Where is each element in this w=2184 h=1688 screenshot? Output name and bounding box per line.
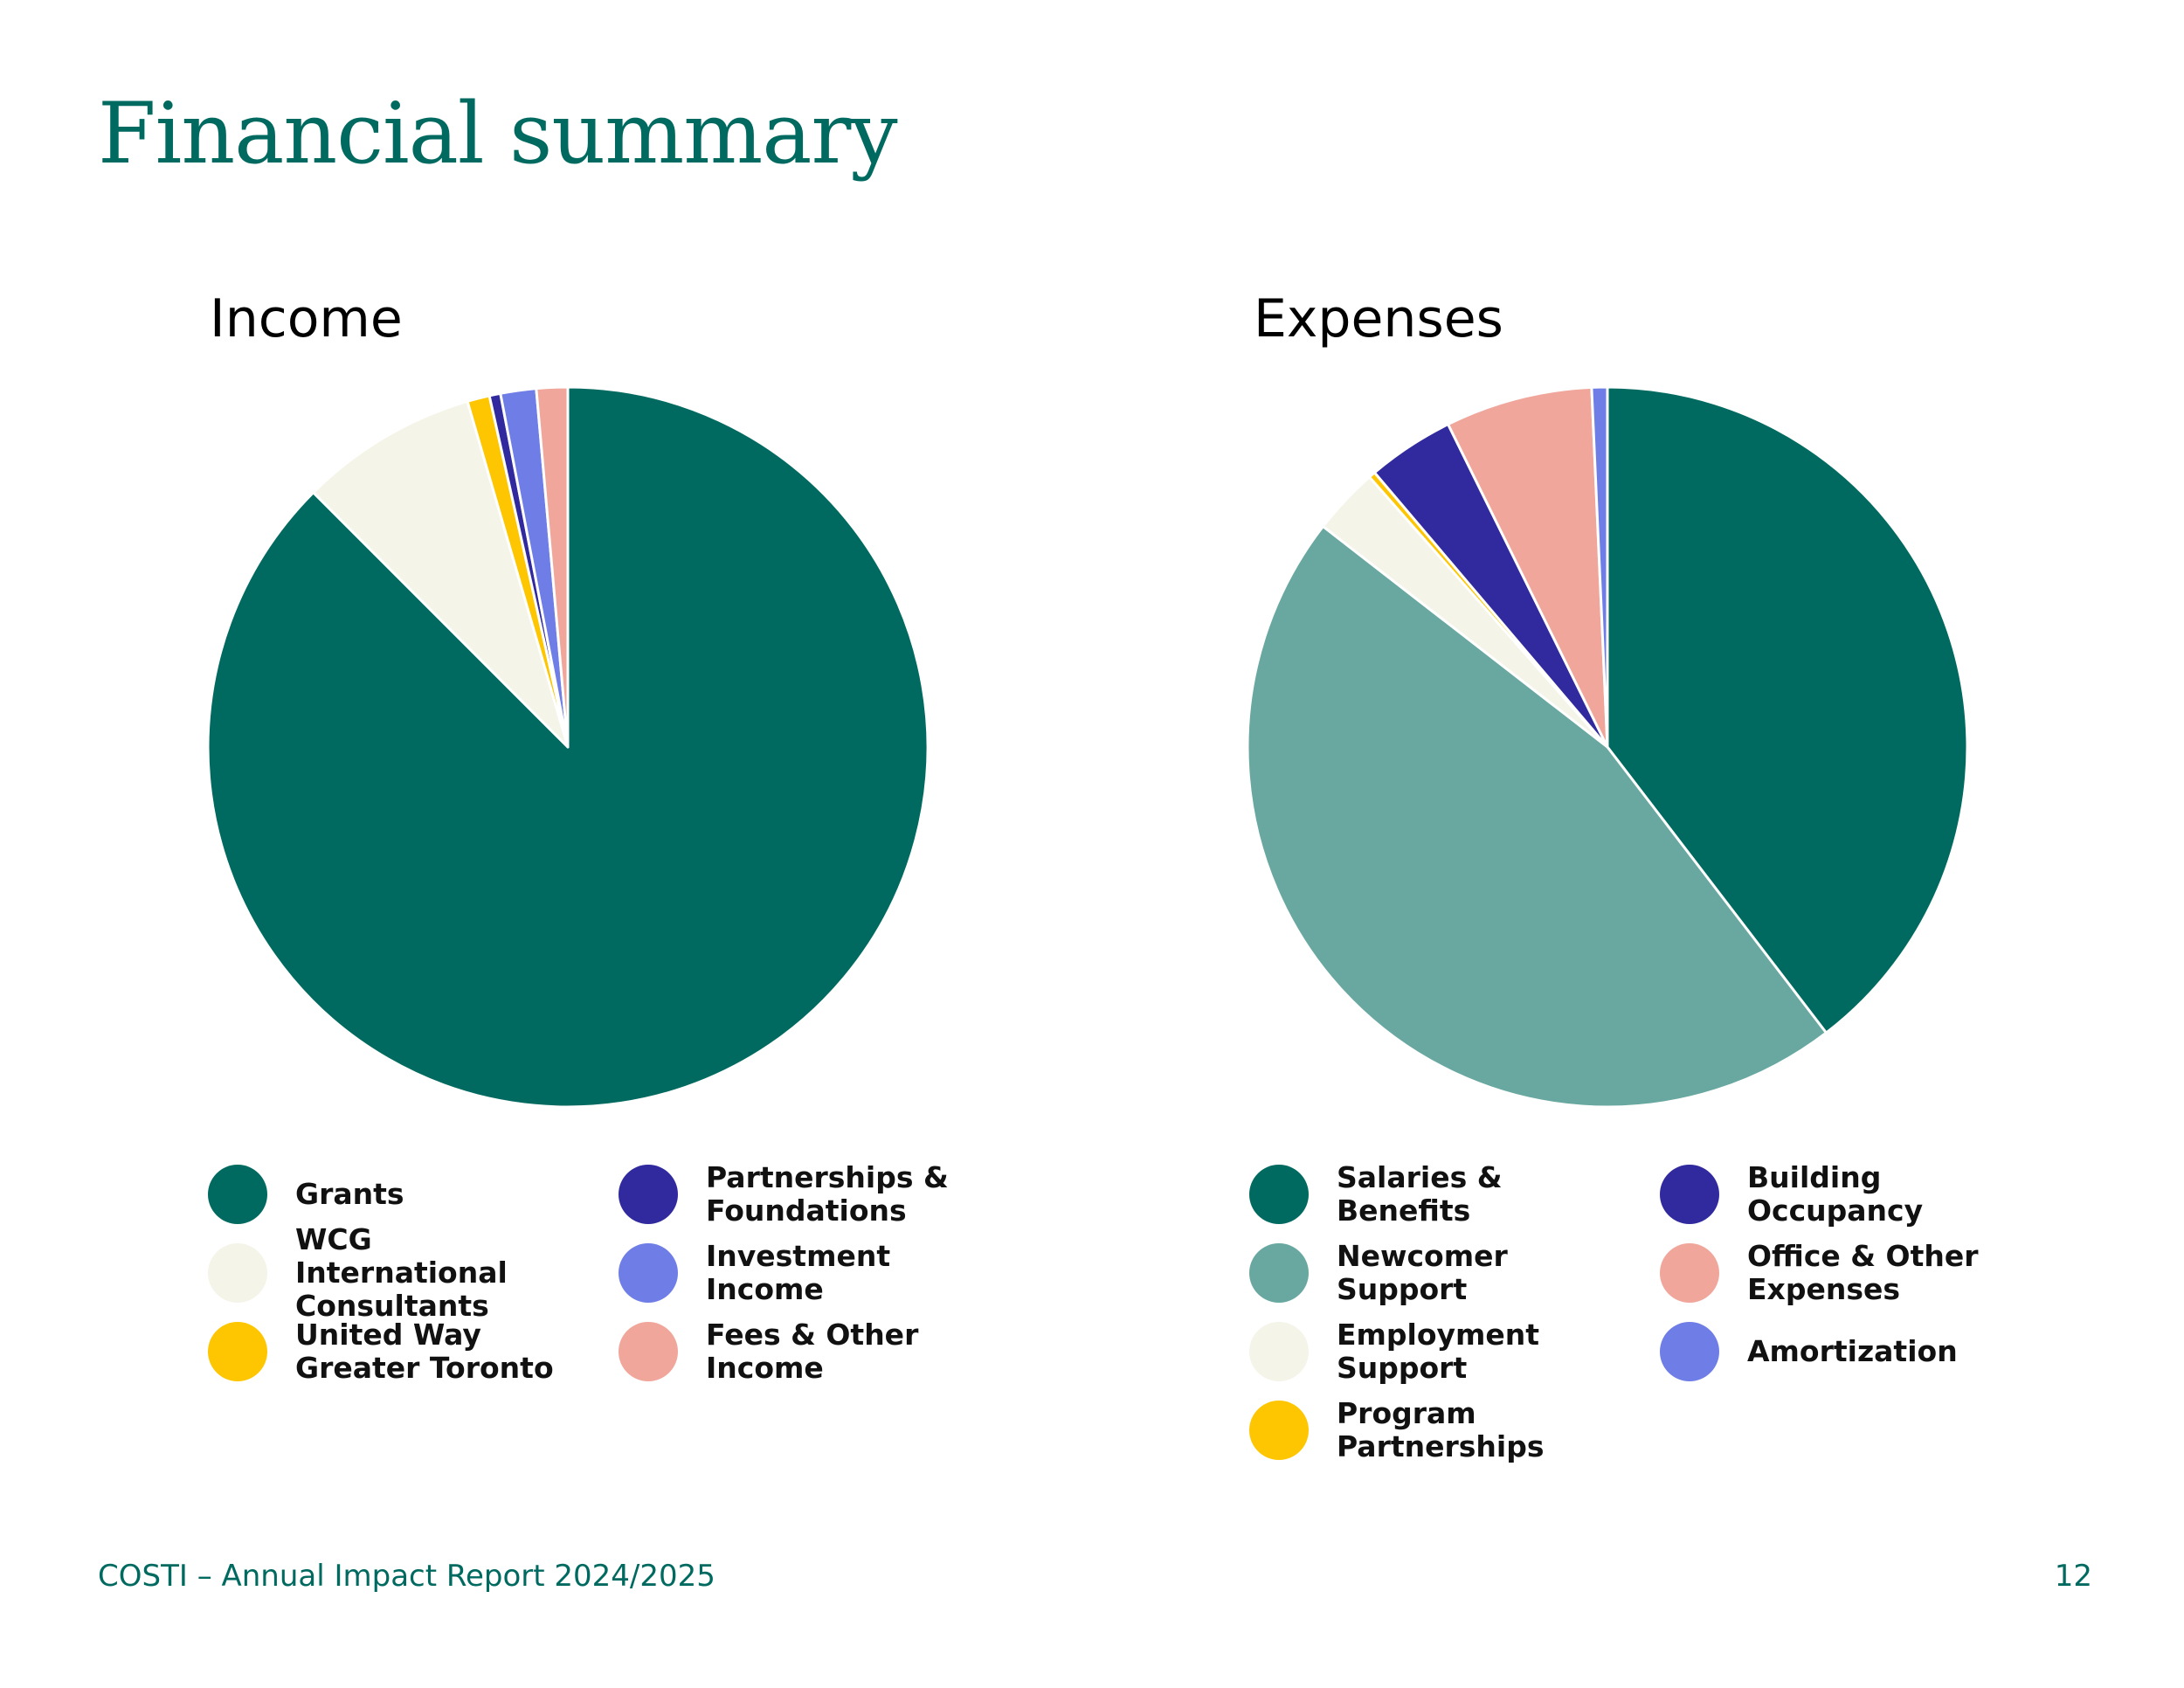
expenses-legend-label: Salaries & Benefits	[1337, 1160, 1503, 1228]
income-legend-label: Investment Income	[706, 1239, 891, 1306]
income-legend-item-grants: Grants	[208, 1158, 575, 1228]
expenses-legend-swatch	[1249, 1243, 1309, 1303]
income-pie-chart	[206, 385, 930, 1109]
expenses-pie-chart	[1246, 385, 1969, 1109]
income-legend-item-united-way-greater-toronto: United Way Greater Toronto	[208, 1315, 575, 1385]
expenses-legend-swatch	[1249, 1165, 1309, 1224]
income-chart-title: Income	[210, 288, 403, 349]
income-legend-swatch	[619, 1165, 678, 1224]
page-title: Financial summary	[98, 85, 898, 183]
footer-report-title: COSTI – Annual Impact Report 2024/2025	[98, 1559, 715, 1594]
income-legend-item-partnerships-and-foundations: Partnerships & Foundations	[619, 1158, 985, 1228]
expenses-legend-label: Building Occupancy	[1747, 1160, 1924, 1228]
expenses-chart-title: Expenses	[1254, 288, 1503, 349]
expenses-legend-label: Amortization	[1747, 1334, 1958, 1368]
income-legend-swatch	[208, 1243, 267, 1303]
expenses-legend-item-salaries-and-benefits: Salaries & Benefits	[1249, 1158, 1616, 1228]
expenses-legend-item-office-and-other-expenses: Office & Other Expenses	[1660, 1236, 2027, 1306]
expenses-legend-swatch	[1660, 1165, 1719, 1224]
income-legend-swatch	[619, 1322, 678, 1381]
expenses-slice-newcomer-support	[1246, 524, 1828, 1109]
expenses-legend-item-program-partnerships: Program Partnerships	[1249, 1394, 1616, 1463]
expenses-legend-swatch	[1249, 1401, 1309, 1460]
expenses-legend-item-building-occupancy: Building Occupancy	[1660, 1158, 2027, 1228]
income-legend-swatch	[208, 1165, 267, 1224]
expenses-slice-amortization	[1590, 385, 1609, 749]
income-legend-item-wcg-international-consultants: WCG International Consultants	[208, 1223, 575, 1323]
expenses-legend-swatch	[1660, 1243, 1719, 1303]
expenses-legend-label: Employment Support	[1337, 1318, 1540, 1385]
income-legend-swatch	[208, 1322, 267, 1381]
expenses-legend-item-amortization: Amortization	[1660, 1315, 2027, 1385]
income-legend-label: Grants	[295, 1177, 404, 1211]
income-legend-item-investment-income: Investment Income	[619, 1236, 985, 1306]
expenses-slice-salaries-and-benefits	[1606, 385, 1969, 1034]
expenses-legend-label: Newcomer Support	[1337, 1239, 1508, 1306]
income-legend-label: United Way Greater Toronto	[295, 1318, 554, 1385]
page-number: 12	[2054, 1559, 2092, 1594]
income-legend-label: WCG International Consultants	[295, 1222, 508, 1323]
income-slice-fees-and-other-income	[535, 385, 570, 749]
expenses-legend-label: Office & Other Expenses	[1747, 1239, 1979, 1306]
income-legend-item-fees-and-other-income: Fees & Other Income	[619, 1315, 985, 1385]
expenses-legend-swatch	[1660, 1322, 1719, 1381]
expenses-slice-office-and-other-expenses	[1447, 385, 1609, 749]
expenses-legend-item-employment-support: Employment Support	[1249, 1315, 1616, 1385]
income-legend-label: Partnerships & Foundations	[706, 1160, 949, 1228]
income-legend-swatch	[619, 1243, 678, 1303]
income-slice-wcg-international-consultants	[312, 399, 570, 749]
expenses-legend-swatch	[1249, 1322, 1309, 1381]
expenses-legend-label: Program Partnerships	[1337, 1396, 1545, 1463]
expenses-legend-item-newcomer-support: Newcomer Support	[1249, 1236, 1616, 1306]
income-slice-grants	[206, 385, 930, 1109]
income-legend-label: Fees & Other Income	[706, 1318, 919, 1385]
